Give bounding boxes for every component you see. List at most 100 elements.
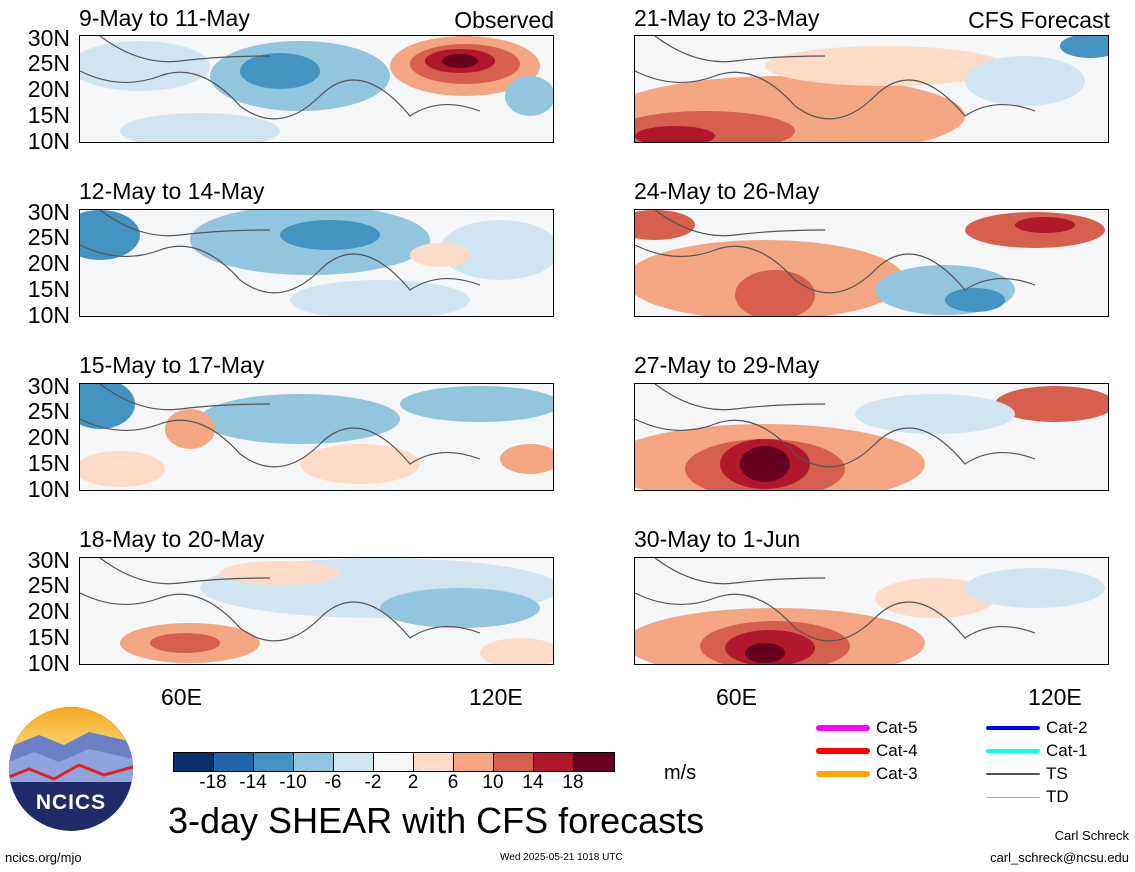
lat-label: 15N bbox=[27, 450, 70, 476]
lat-label: 10N bbox=[27, 650, 70, 676]
footer-url: ncics.org/mjo bbox=[5, 850, 82, 865]
lat-label: 10N bbox=[27, 302, 70, 328]
shear-map bbox=[80, 210, 553, 316]
lat-label: 25N bbox=[27, 50, 70, 76]
lat-label: 20N bbox=[27, 76, 70, 102]
map-panel-forecast-1 bbox=[634, 35, 1109, 143]
colorbar-swatch bbox=[534, 753, 574, 771]
observed-label: Observed bbox=[454, 7, 554, 33]
legend-item: TD bbox=[986, 787, 1069, 807]
legend-label: Cat-2 bbox=[1046, 718, 1088, 737]
panel-title: 9-May to 11-May bbox=[79, 5, 250, 31]
shear-map bbox=[635, 210, 1105, 316]
colorbar-swatch bbox=[454, 753, 494, 771]
map-panel-observed-3 bbox=[79, 383, 554, 491]
legend-item: Cat-3 bbox=[816, 764, 918, 784]
lat-label: 30N bbox=[27, 547, 70, 573]
panel-title: 12-May to 14-May bbox=[79, 178, 265, 204]
colorbar-tick-label: 6 bbox=[447, 772, 459, 793]
colorbar-swatch bbox=[374, 753, 414, 771]
colorbar-tick-label: -2 bbox=[364, 772, 382, 793]
colorbar-tick-label: 18 bbox=[562, 772, 584, 793]
map-panel-forecast-2 bbox=[634, 209, 1109, 317]
colorbar-swatch bbox=[174, 753, 214, 771]
logo-text: NCICS bbox=[35, 791, 107, 814]
lat-label: 10N bbox=[27, 476, 70, 502]
legend-line-swatch bbox=[816, 748, 870, 754]
panel-title: 15-May to 17-May bbox=[79, 352, 265, 378]
ncics-logo: NCICS bbox=[9, 707, 133, 831]
logo-graphic bbox=[9, 707, 133, 782]
colorbar-tick-label: -10 bbox=[279, 772, 307, 793]
map-panel-observed-1 bbox=[79, 35, 554, 143]
colorbar-tick-label: 2 bbox=[407, 772, 419, 793]
colorbar-swatch bbox=[254, 753, 294, 771]
legend-label: Cat-3 bbox=[876, 764, 918, 783]
panel-title: 27-May to 29-May bbox=[634, 352, 820, 378]
lat-label: 10N bbox=[27, 128, 70, 154]
colorbar-swatch bbox=[574, 753, 614, 771]
lat-label: 20N bbox=[27, 598, 70, 624]
legend-line-swatch bbox=[816, 771, 870, 777]
legend-line-swatch bbox=[986, 773, 1040, 775]
units-label: m/s bbox=[664, 762, 697, 784]
panel-title: 21-May to 23-May bbox=[634, 5, 820, 31]
colorbar-tick-label: 14 bbox=[522, 772, 544, 793]
colorbar-tick-label: -14 bbox=[239, 772, 267, 793]
colorbar-swatch bbox=[494, 753, 534, 771]
legend-label: TS bbox=[1046, 764, 1068, 783]
colorbar-tick-label: -6 bbox=[324, 772, 342, 793]
lat-label: 15N bbox=[27, 102, 70, 128]
lat-label: 25N bbox=[27, 224, 70, 250]
legend-line-swatch bbox=[986, 726, 1040, 730]
colorbar-swatch bbox=[414, 753, 454, 771]
lat-label: 15N bbox=[27, 624, 70, 650]
shear-map bbox=[80, 36, 553, 142]
colorbar-swatch bbox=[294, 753, 334, 771]
lon-label: 120E bbox=[1028, 684, 1082, 710]
lat-label: 25N bbox=[27, 572, 70, 598]
footer-timestamp: Wed 2025-05-21 1018 UTC bbox=[500, 852, 623, 863]
footer-email: carl_schreck@ncsu.edu bbox=[990, 850, 1129, 865]
lon-label: 60E bbox=[161, 684, 202, 710]
legend-item: Cat-2 bbox=[986, 718, 1088, 738]
legend-line-swatch bbox=[986, 796, 1040, 798]
map-panel-observed-2 bbox=[79, 209, 554, 317]
shear-map bbox=[635, 36, 1108, 142]
shear-map bbox=[635, 558, 1105, 664]
legend-item: Cat-5 bbox=[816, 718, 918, 738]
panel-title: 30-May to 1-Jun bbox=[634, 526, 801, 552]
legend-line-swatch bbox=[986, 749, 1040, 753]
colorbar-swatch bbox=[214, 753, 254, 771]
lat-label: 20N bbox=[27, 424, 70, 450]
lat-label: 15N bbox=[27, 276, 70, 302]
legend-item: Cat-4 bbox=[816, 741, 918, 761]
cfs-forecast-label: CFS Forecast bbox=[968, 7, 1110, 33]
colorbar-tick-label: -18 bbox=[199, 772, 227, 793]
shear-map bbox=[80, 558, 553, 664]
colorbar-tick-label: 10 bbox=[482, 772, 504, 793]
shear-map bbox=[635, 384, 1108, 490]
legend-item: TS bbox=[986, 764, 1068, 784]
legend-label: TD bbox=[1046, 787, 1069, 806]
lat-label: 30N bbox=[27, 373, 70, 399]
lon-label: 120E bbox=[469, 684, 523, 710]
footer-author: Carl Schreck bbox=[1054, 828, 1129, 843]
lat-label: 30N bbox=[27, 25, 70, 51]
main-title: 3-day SHEAR with CFS forecasts bbox=[168, 800, 705, 841]
lat-label: 25N bbox=[27, 398, 70, 424]
lat-label: 20N bbox=[27, 250, 70, 276]
legend-label: Cat-5 bbox=[876, 718, 918, 737]
legend-line-swatch bbox=[816, 725, 870, 731]
legend-label: Cat-1 bbox=[1046, 741, 1088, 760]
legend-label: Cat-4 bbox=[876, 741, 918, 760]
colorbar-swatch bbox=[334, 753, 374, 771]
panel-title: 24-May to 26-May bbox=[634, 178, 820, 204]
legend-item: Cat-1 bbox=[986, 741, 1088, 761]
map-panel-observed-4 bbox=[79, 557, 554, 665]
panel-title: 18-May to 20-May bbox=[79, 526, 265, 552]
colorbar bbox=[173, 752, 615, 772]
lon-label: 60E bbox=[716, 684, 757, 710]
map-panel-forecast-3 bbox=[634, 383, 1109, 491]
lat-label: 30N bbox=[27, 199, 70, 225]
